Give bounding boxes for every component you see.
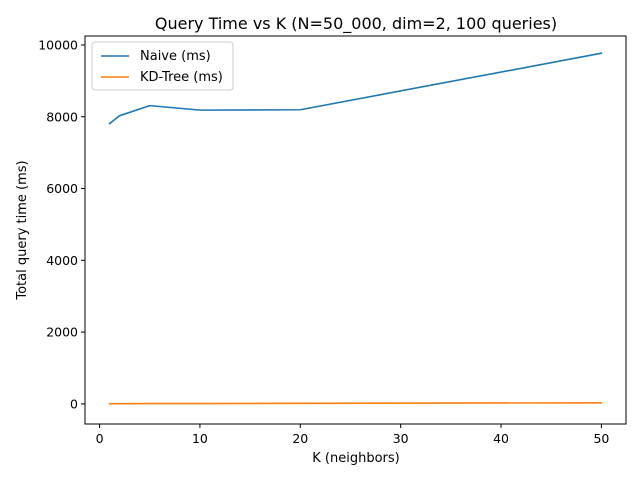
series-line-naive [108, 52, 603, 125]
y-tick-label: 6000 [46, 181, 78, 196]
x-axis-label: K (neighbors) [312, 451, 399, 466]
y-tick-label: 4000 [46, 253, 78, 268]
y-tick-label: 0 [70, 396, 78, 411]
y-tick-label: 2000 [46, 325, 78, 340]
x-axis-ticks: 0 10 20 30 40 50 [96, 424, 609, 446]
x-tick-label: 0 [96, 431, 104, 446]
y-tick-label: 8000 [46, 109, 78, 124]
legend: Naive (ms) KD-Tree (ms) [91, 41, 234, 91]
legend-label-naive: Naive (ms) [140, 49, 211, 64]
x-tick-label: 40 [493, 431, 509, 446]
x-tick-label: 30 [393, 431, 409, 446]
x-tick-label: 20 [292, 431, 308, 446]
plot-frame [84, 35, 627, 425]
legend-label-kdtree: KD-Tree (ms) [140, 70, 223, 85]
y-axis-ticks: 0 2000 4000 6000 8000 10000 [38, 37, 85, 411]
legend-frame [91, 41, 234, 91]
series-line-kdtree [108, 402, 603, 405]
series-layer [108, 52, 603, 405]
y-axis-label: Total query time (ms) [15, 160, 30, 300]
chart-title: Query Time vs K (N=50_000, dim=2, 100 qu… [155, 14, 557, 34]
y-tick-label: 10000 [38, 37, 78, 52]
x-tick-label: 50 [593, 431, 609, 446]
x-tick-label: 10 [192, 431, 208, 446]
